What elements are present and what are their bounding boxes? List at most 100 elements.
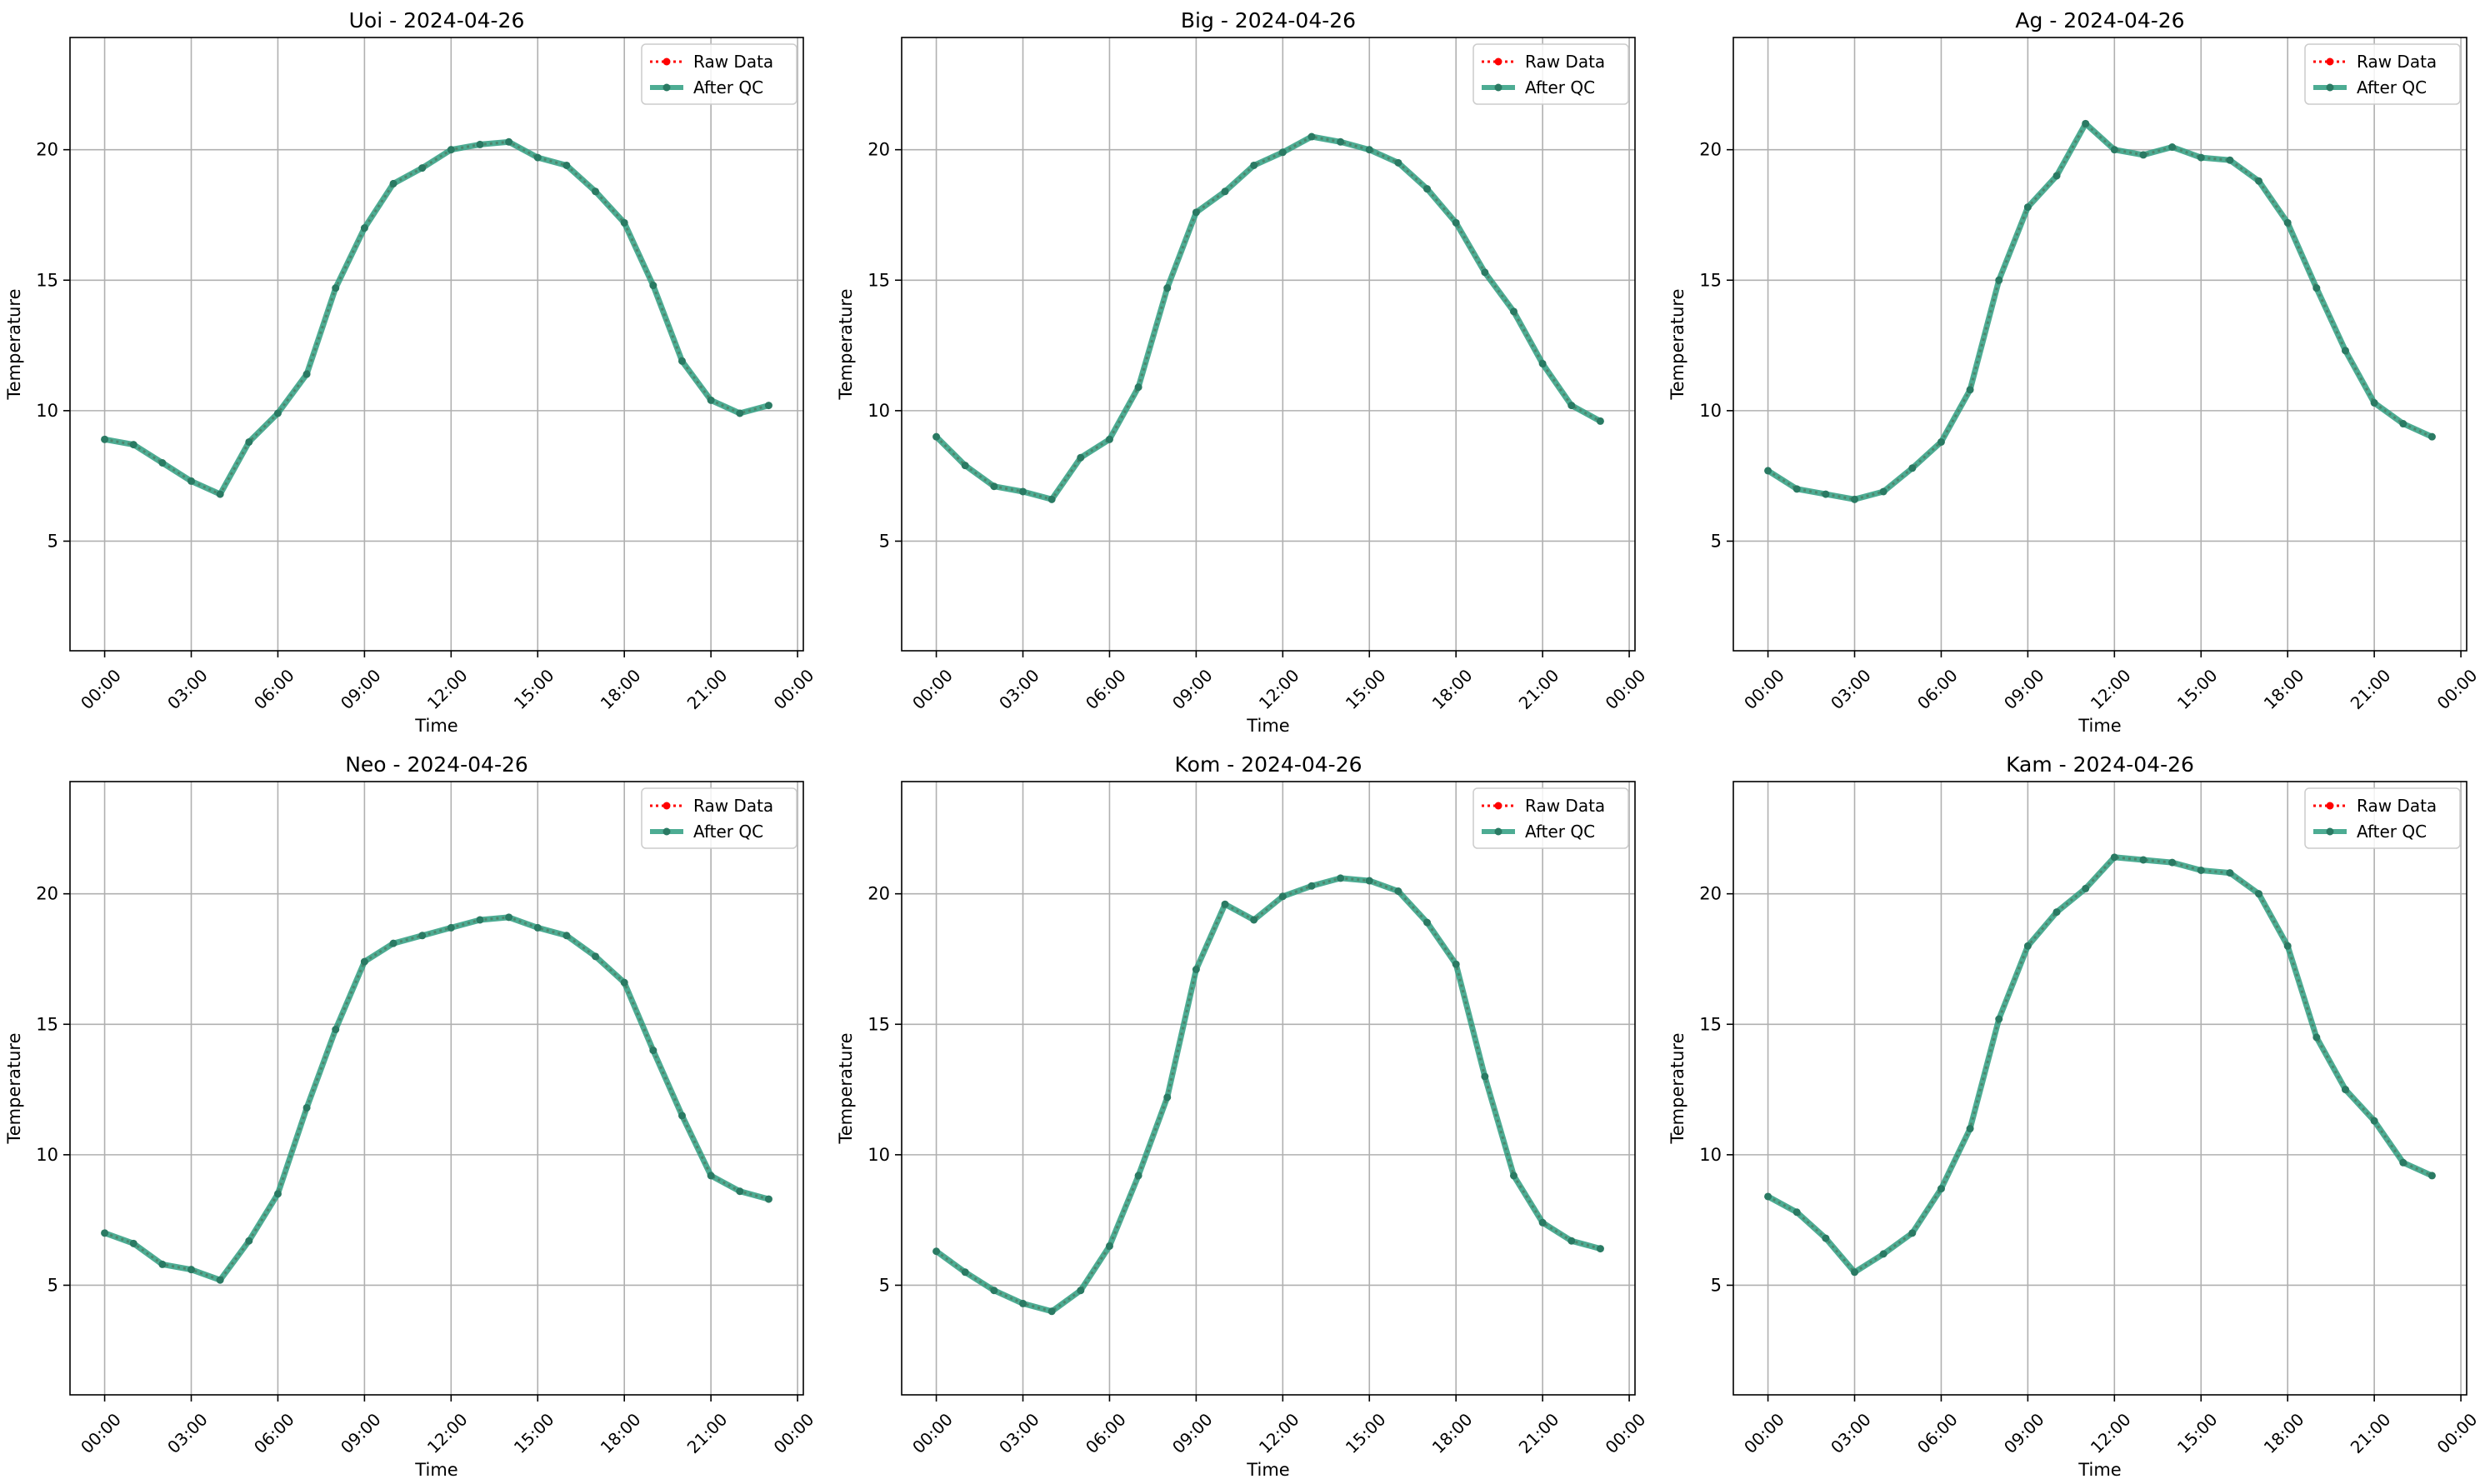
x-tick-label: 06:00 bbox=[1082, 1409, 1130, 1457]
after-qc-point bbox=[1365, 146, 1373, 154]
after-qc-point bbox=[2399, 420, 2408, 428]
after-qc-point bbox=[1394, 887, 1402, 896]
x-tick-label: 12:00 bbox=[423, 1409, 472, 1457]
after-qc-point bbox=[216, 1276, 224, 1284]
after-qc-point bbox=[736, 1187, 744, 1196]
axes-frame bbox=[1732, 781, 2468, 1396]
y-tick-label: 20 bbox=[868, 140, 890, 160]
legend-qc-marker bbox=[662, 83, 671, 92]
legend-raw-label: Raw Data bbox=[693, 52, 773, 72]
x-tick-label: 09:00 bbox=[337, 665, 385, 713]
after-qc-point bbox=[1937, 1185, 1945, 1193]
after-qc-point bbox=[1937, 437, 1945, 446]
after-qc-point bbox=[1250, 161, 1258, 169]
after-qc-point bbox=[2168, 858, 2177, 867]
after-qc-point bbox=[505, 137, 513, 146]
grid bbox=[1733, 782, 2467, 1395]
after-qc-point bbox=[1481, 268, 1489, 277]
x-tick-label: 03:00 bbox=[1827, 665, 1875, 713]
after-qc-point bbox=[707, 1172, 715, 1180]
after-qc-point bbox=[129, 1239, 138, 1247]
grid bbox=[70, 37, 803, 651]
legend-raw-label: Raw Data bbox=[693, 796, 773, 816]
after-qc-point bbox=[1509, 307, 1518, 316]
x-tick-label: 03:00 bbox=[163, 665, 212, 713]
axes-frame bbox=[69, 781, 804, 1396]
after-qc-point bbox=[678, 357, 686, 365]
x-tick-label: 00:00 bbox=[77, 1409, 125, 1457]
after-qc-point bbox=[736, 409, 744, 417]
after-qc-point bbox=[1337, 137, 1345, 146]
x-axis-label: Time bbox=[1246, 716, 1289, 736]
after-qc-point bbox=[1851, 1268, 1859, 1277]
chart-title: Ag - 2024-04-26 bbox=[2015, 8, 2184, 32]
after-qc-point bbox=[1452, 960, 1460, 968]
after-qc-point bbox=[273, 1190, 282, 1198]
after-qc-point bbox=[1048, 1307, 1056, 1316]
x-tick-label: 03:00 bbox=[1827, 1409, 1875, 1457]
y-tick-label: 10 bbox=[868, 1145, 890, 1165]
x-tick-label: 06:00 bbox=[1913, 1409, 1962, 1457]
legend-raw-label: Raw Data bbox=[2357, 796, 2437, 816]
after-qc-point bbox=[1538, 1218, 1547, 1227]
after-qc-point bbox=[678, 1112, 686, 1120]
x-tick-label: 15:00 bbox=[1342, 665, 1390, 713]
axes-frame bbox=[901, 37, 1636, 652]
after-qc-point bbox=[2370, 398, 2378, 407]
legend-qc-label: After QC bbox=[693, 77, 763, 97]
x-tick-label: 21:00 bbox=[683, 1409, 732, 1457]
y-tick-label: 20 bbox=[868, 884, 890, 904]
after-qc-point bbox=[2341, 1086, 2349, 1094]
after-qc-point bbox=[2197, 866, 2205, 874]
after-qc-point bbox=[1452, 218, 1460, 227]
chart-title: Kam - 2024-04-26 bbox=[2006, 752, 2194, 777]
after-qc-point bbox=[273, 409, 282, 417]
after-qc-point bbox=[1048, 495, 1056, 503]
x-tick-label: 09:00 bbox=[1168, 1409, 1217, 1457]
after-qc-point bbox=[2312, 1033, 2321, 1042]
after-qc-point bbox=[188, 1266, 196, 1274]
after-qc-point bbox=[302, 370, 311, 378]
raw-data-line bbox=[104, 916, 769, 1282]
after-qc-point bbox=[961, 1268, 969, 1277]
after-qc-point bbox=[1423, 918, 1432, 927]
y-axis-label: Temperature bbox=[4, 288, 24, 400]
x-tick-label: 06:00 bbox=[1082, 665, 1130, 713]
y-axis-label: Temperature bbox=[1668, 288, 1688, 400]
x-tick-label: 18:00 bbox=[1428, 1409, 1477, 1457]
after-qc-point bbox=[2399, 1158, 2408, 1167]
after-qc-point bbox=[1308, 132, 1316, 141]
after-qc-point bbox=[1192, 208, 1200, 217]
y-tick-label: 15 bbox=[868, 270, 890, 290]
y-tick-label: 5 bbox=[879, 1275, 890, 1295]
x-tick-label: 00:00 bbox=[2433, 1409, 2482, 1457]
after-qc-point bbox=[2139, 856, 2148, 864]
after-qc-point bbox=[1423, 185, 1432, 193]
after-qc-point bbox=[418, 932, 427, 940]
after-qc-point bbox=[158, 1260, 167, 1268]
after-qc-point bbox=[129, 441, 138, 449]
x-tick-label: 15:00 bbox=[2173, 665, 2222, 713]
after-qc-point bbox=[1221, 187, 1229, 196]
after-qc-line bbox=[934, 133, 1602, 502]
after-qc-point bbox=[1822, 1234, 1830, 1242]
after-qc-point bbox=[562, 161, 571, 169]
after-qc-point bbox=[764, 1195, 772, 1203]
y-tick-label: 20 bbox=[1699, 140, 1722, 160]
after-qc-point bbox=[1394, 158, 1402, 167]
after-qc-point bbox=[1509, 1172, 1518, 1180]
y-tick-label: 10 bbox=[1699, 401, 1722, 421]
after-qc-point bbox=[533, 923, 542, 932]
after-qc-point bbox=[1908, 464, 1917, 472]
after-qc-point bbox=[332, 284, 340, 292]
x-tick-label: 00:00 bbox=[770, 665, 818, 713]
after-qc-point bbox=[1879, 1250, 1888, 1258]
after-qc-point bbox=[1308, 882, 1316, 890]
grid bbox=[902, 782, 1635, 1395]
legend-raw-marker bbox=[2326, 57, 2334, 66]
chart-title: Uoi - 2024-04-26 bbox=[349, 8, 525, 32]
after-qc-point bbox=[1792, 485, 1801, 493]
raw-data-line bbox=[104, 140, 769, 497]
raw-data-line bbox=[935, 135, 1602, 502]
